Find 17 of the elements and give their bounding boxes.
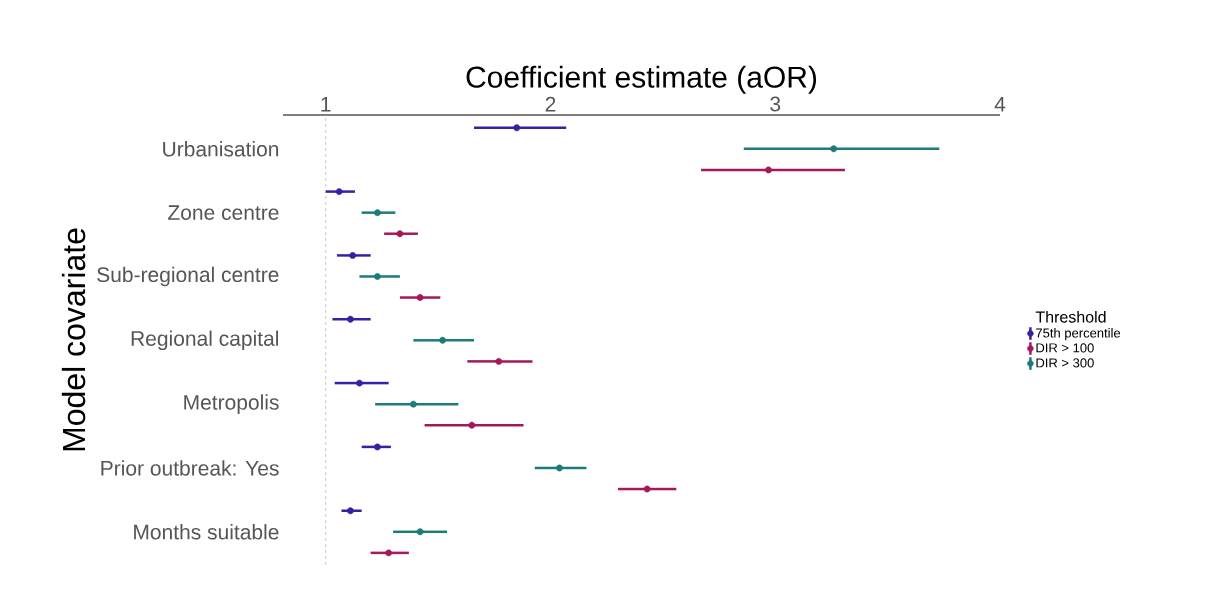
y-tick-label: Zone centre [168, 205, 279, 220]
y-tick-label: Sub-regional centre [97, 266, 279, 287]
legend-label: DIR > 100 [1036, 343, 1094, 353]
y-tick-label: Months suitable [134, 524, 279, 540]
y-tick-label: Prior outbreak: Yes [101, 460, 279, 476]
x-tick-label: 4 [994, 97, 1006, 112]
x-tick-label: 3 [770, 96, 781, 112]
y-axis-title: Model covariate [61, 228, 86, 451]
x-tick-label: 2 [545, 96, 556, 112]
legend-label: DIR > 300 [1036, 358, 1094, 368]
y-tick-label: Regional capital [131, 330, 279, 351]
legend-label: 75th percentile [1036, 328, 1121, 341]
y-tick-label: Metropolis [184, 394, 279, 414]
x-axis-title: Coefficient estimate (aOR) [466, 65, 817, 94]
y-tick-label: Urbanisation [163, 141, 279, 157]
x-tick-label: 1 [321, 97, 331, 112]
legend-title: Threshold [1035, 310, 1106, 323]
